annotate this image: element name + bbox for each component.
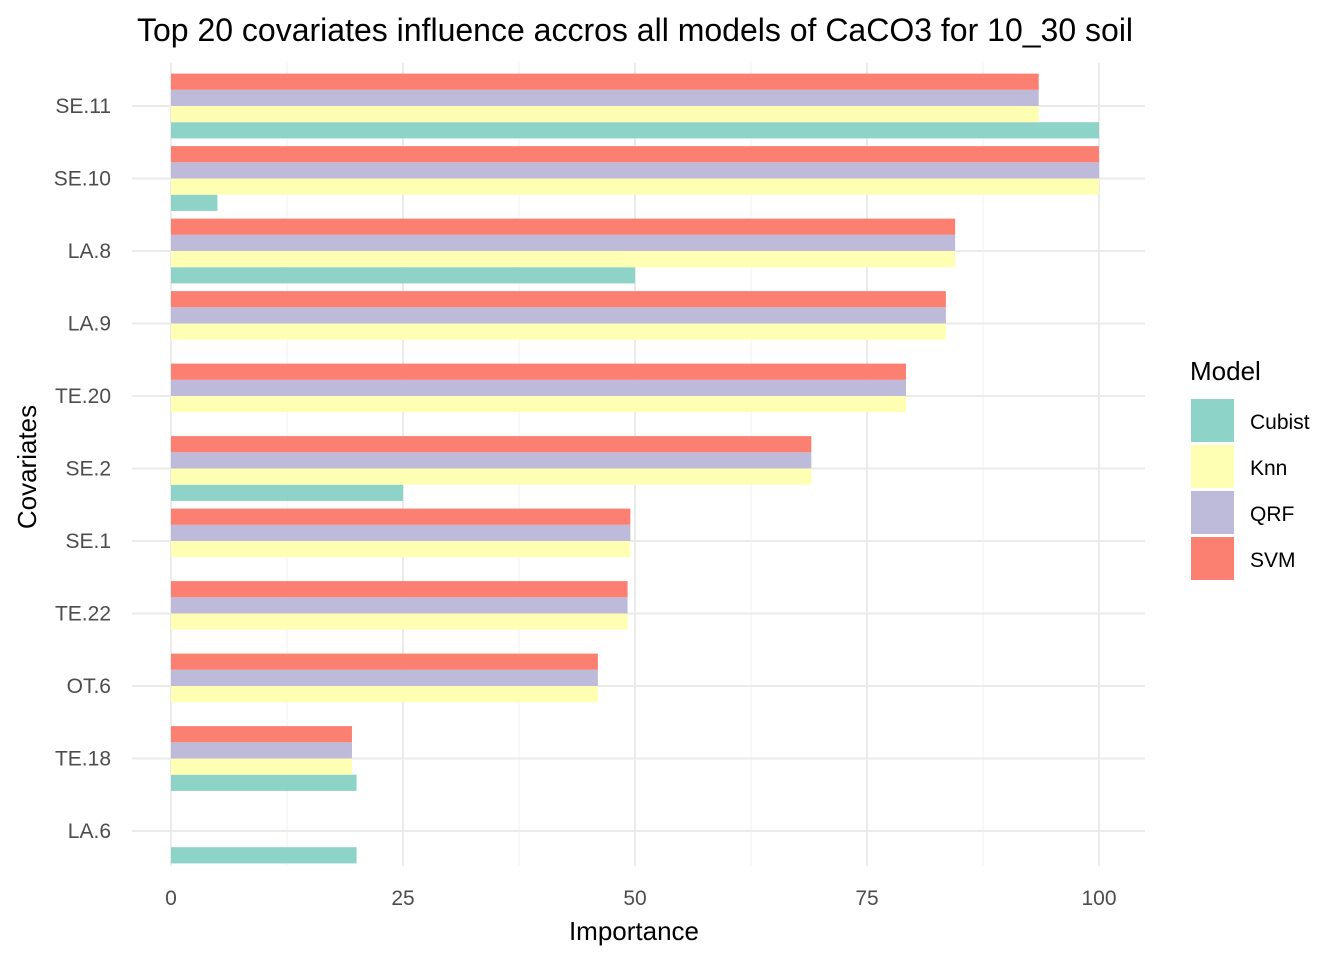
bar-knn-ot-6 <box>171 686 598 703</box>
legend-items: Cubist Knn QRF SVM <box>1191 399 1310 580</box>
bar-knn-se-2 <box>171 468 812 485</box>
y-tick-label: LA.8 <box>68 240 111 263</box>
y-axis-tick-labels: SE.11 SE.10 LA.8 LA.9 TE.20 SE.2 SE.1 TE.22 OT.6… <box>54 95 111 843</box>
x-tick-label: 0 <box>165 887 177 910</box>
x-tick-label: 50 <box>623 887 646 910</box>
bar-svm-te-22 <box>171 581 628 598</box>
bar-knn-te-18 <box>171 758 352 775</box>
bar-cubist-la-8 <box>171 267 635 284</box>
x-axis-tick-labels: 0 25 50 75 100 <box>165 887 1116 910</box>
bars <box>171 73 1099 864</box>
bar-svm-se-10 <box>171 146 1099 163</box>
bar-svm-se-1 <box>171 508 631 525</box>
bar-svm-la-8 <box>171 218 956 235</box>
y-tick-label: SE.2 <box>65 458 111 481</box>
y-tick-label: SE.10 <box>54 168 111 191</box>
bar-svm-la-9 <box>171 291 946 308</box>
bar-svm-ot-6 <box>171 653 598 670</box>
legend-title: Model <box>1190 356 1261 386</box>
bar-cubist-se-10 <box>171 194 218 211</box>
legend-label-qrf: QRF <box>1250 503 1294 526</box>
y-axis-title: Covariates <box>12 405 42 529</box>
legend-swatch-knn <box>1191 445 1234 488</box>
x-tick-label: 100 <box>1081 887 1116 910</box>
x-tick-label: 25 <box>391 887 414 910</box>
bar-cubist-se-2 <box>171 484 403 501</box>
y-tick-label: TE.18 <box>55 748 111 771</box>
bar-knn-la-8 <box>171 251 956 268</box>
bar-qrf-la-8 <box>171 234 956 251</box>
bar-knn-se-10 <box>171 178 1099 195</box>
x-axis-title: Importance <box>569 916 699 946</box>
bar-knn-te-22 <box>171 613 628 630</box>
y-tick-label: LA.6 <box>68 820 111 843</box>
legend-swatch-qrf <box>1191 491 1234 534</box>
y-tick-label: SE.1 <box>65 530 111 553</box>
bar-qrf-se-2 <box>171 452 812 469</box>
bar-qrf-se-1 <box>171 524 631 541</box>
y-tick-label: TE.22 <box>55 603 111 626</box>
legend-label-svm: SVM <box>1250 549 1296 572</box>
bar-qrf-la-9 <box>171 307 946 324</box>
bar-cubist-se-11 <box>171 122 1099 139</box>
bar-qrf-se-11 <box>171 89 1039 106</box>
legend-label-cubist: Cubist <box>1250 411 1310 434</box>
bar-knn-te-20 <box>171 396 906 413</box>
y-tick-label: LA.9 <box>68 313 111 336</box>
bar-qrf-te-20 <box>171 379 906 396</box>
legend: Model Cubist Knn QRF SVM <box>1190 356 1310 580</box>
legend-label-knn: Knn <box>1250 457 1287 480</box>
legend-swatch-cubist <box>1191 399 1234 442</box>
bar-knn-se-1 <box>171 541 631 558</box>
x-tick-label: 75 <box>855 887 878 910</box>
bar-cubist-te-18 <box>171 774 357 791</box>
y-tick-label: TE.20 <box>55 385 111 408</box>
y-tick-label: SE.11 <box>55 95 111 118</box>
bar-qrf-te-22 <box>171 597 628 614</box>
bar-svm-se-11 <box>171 73 1039 90</box>
chart-title: Top 20 covariates influence accros all m… <box>137 12 1133 48</box>
bar-knn-se-11 <box>171 106 1039 123</box>
bar-qrf-se-10 <box>171 162 1099 179</box>
y-tick-label: OT.6 <box>67 675 111 698</box>
bar-cubist-la-6 <box>171 847 357 864</box>
bar-svm-se-2 <box>171 436 812 453</box>
bar-qrf-ot-6 <box>171 669 598 686</box>
bar-qrf-te-18 <box>171 742 352 759</box>
bar-knn-la-9 <box>171 323 946 340</box>
legend-swatch-svm <box>1191 537 1234 580</box>
bar-svm-te-20 <box>171 363 906 380</box>
bar-svm-te-18 <box>171 726 352 743</box>
